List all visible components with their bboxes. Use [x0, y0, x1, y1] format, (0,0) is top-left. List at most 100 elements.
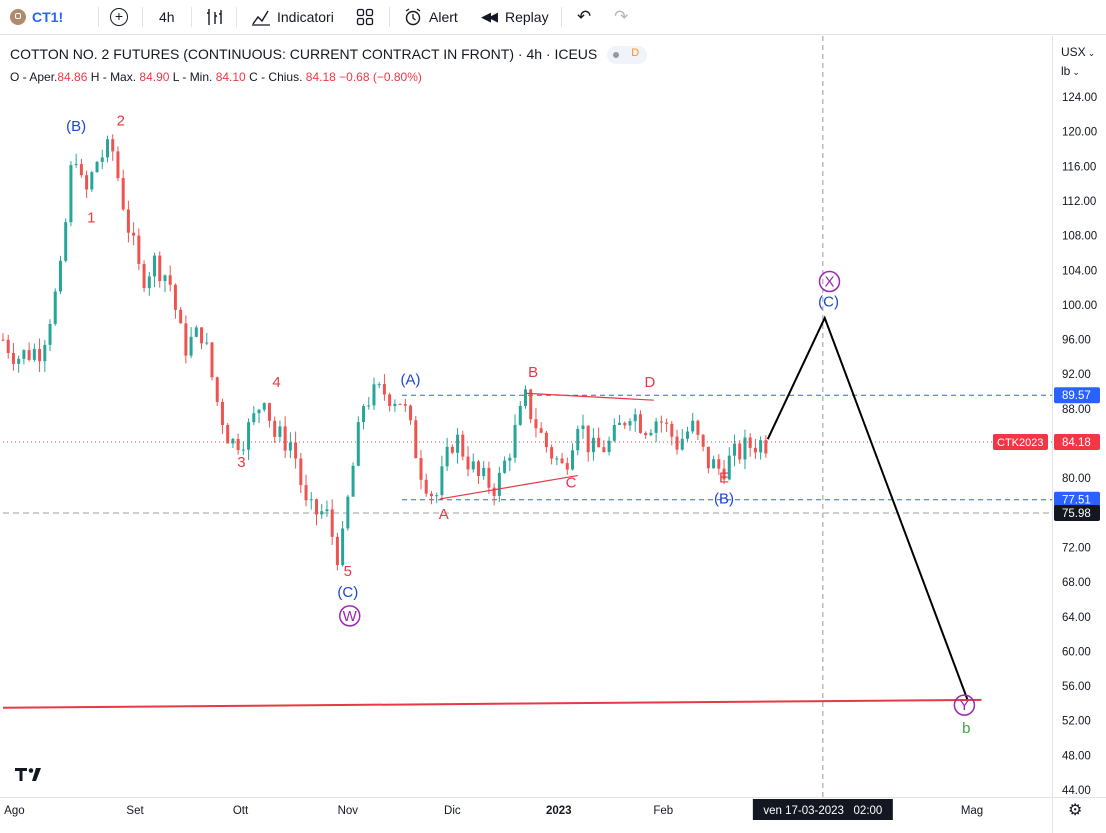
candles-layer	[1, 134, 768, 571]
open-label: O - Aper.	[10, 70, 58, 84]
candle-body	[194, 327, 198, 337]
candle-body	[445, 446, 449, 467]
time-tick-label: Nov	[338, 805, 359, 817]
price-badge-label: 77.51	[1062, 495, 1091, 507]
price-tick-label: 72.00	[1062, 542, 1091, 554]
candle-body	[471, 461, 475, 470]
candle-body	[466, 456, 470, 470]
time-tick-label: Set	[126, 805, 144, 817]
candle-body	[147, 276, 151, 289]
candle-body	[644, 432, 648, 436]
wave-label: (C)	[818, 294, 839, 311]
candle-body	[90, 172, 94, 190]
candle-body	[701, 434, 705, 447]
chevron-down-icon: ⌄	[1087, 48, 1096, 58]
close-value: 84.18	[305, 70, 336, 84]
candle-body	[132, 232, 136, 236]
candle-body	[299, 458, 303, 486]
contract-badge-label: CTK2023	[997, 437, 1043, 449]
candle-body	[32, 348, 36, 360]
candles-icon	[207, 9, 222, 25]
price-tick-label: 48.00	[1062, 750, 1091, 762]
crosshair-time-badge	[752, 799, 893, 820]
candle-body	[257, 409, 261, 414]
ohlc-values: O - Aper.84.86 H - Max. 84.90 L - Min. 8…	[10, 70, 422, 84]
candle-body	[346, 496, 350, 529]
candle-body	[335, 536, 339, 566]
unit-selector[interactable]: lb ⌄	[1061, 64, 1080, 78]
candle-body	[409, 405, 413, 421]
alert-button[interactable]: Alert	[403, 0, 458, 34]
candle-body	[393, 403, 397, 407]
undo-button[interactable]: ↶	[577, 0, 597, 34]
candle-body	[330, 509, 334, 537]
candle-body	[173, 284, 177, 310]
wave-label: b	[962, 720, 970, 737]
candle-body	[200, 327, 204, 344]
price-tick-label: 88.00	[1062, 404, 1091, 416]
price-badge	[1054, 504, 1100, 521]
candle-body	[764, 440, 768, 454]
wave-label: A	[439, 506, 449, 523]
chart-type-button[interactable]	[205, 0, 223, 34]
toolbar-divider	[142, 7, 143, 27]
candle-body	[597, 437, 601, 448]
candle-body	[11, 352, 15, 364]
candle-body	[518, 405, 522, 425]
candle-body	[581, 425, 585, 429]
gear-icon: ⚙	[1068, 802, 1083, 819]
price-tick-label: 52.00	[1062, 716, 1091, 728]
replay-button[interactable]: ◀◀ Replay	[481, 0, 549, 34]
time-tick-label: Ago	[4, 805, 24, 817]
currency-label: USX	[1061, 45, 1086, 59]
candle-body	[691, 420, 695, 432]
candle-body	[288, 442, 292, 451]
candle-body	[539, 428, 543, 433]
candle-body	[450, 446, 454, 453]
market-status-badge[interactable]: D	[607, 46, 648, 65]
candle-body	[649, 432, 653, 436]
candle-body	[153, 255, 157, 277]
contract-badge	[993, 433, 1048, 450]
indicators-button[interactable]: Indicatori	[251, 0, 334, 34]
wave-label: B	[528, 364, 538, 381]
price-tick-label: 84.00	[1062, 439, 1091, 451]
series-title[interactable]: COTTON NO. 2 FUTURES (CONTINUOUS: CURREN…	[10, 46, 598, 62]
candle-body	[367, 405, 371, 407]
candle-body	[618, 422, 622, 425]
candle-body	[85, 175, 89, 190]
price-tick-label: 116.00	[1062, 161, 1096, 173]
candle-body	[320, 511, 324, 515]
candle-body	[508, 457, 512, 461]
candle-body	[388, 394, 392, 407]
candle-body	[419, 458, 423, 480]
indicators-icon	[252, 10, 270, 26]
layouts-button[interactable]	[356, 0, 374, 34]
candle-body	[429, 493, 433, 497]
toolbar-divider	[389, 7, 390, 27]
candle-body	[503, 460, 507, 473]
interval-button[interactable]: 4h	[159, 0, 175, 34]
price-tick-label: 76.00	[1062, 508, 1091, 520]
wave-label: 1	[87, 210, 95, 227]
candle-body	[315, 499, 318, 515]
settings-button[interactable]: ⚙	[1068, 800, 1082, 820]
price-tick-label: 80.00	[1062, 473, 1091, 485]
candle-body	[550, 447, 554, 459]
candle-body	[126, 209, 130, 233]
add-symbol-button[interactable]: +	[110, 0, 128, 34]
change-value: −0.68 (−0.80%)	[339, 70, 422, 84]
candle-body	[100, 157, 104, 162]
candle-body	[372, 384, 376, 406]
toolbar-divider	[191, 7, 192, 27]
tradingview-logo[interactable]	[14, 764, 46, 789]
symbol-button[interactable]: CT1!	[10, 0, 63, 34]
candle-body	[116, 151, 120, 179]
plus-circle-icon: +	[110, 8, 128, 26]
redo-button[interactable]: ↷	[614, 0, 634, 34]
currency-selector[interactable]: USX ⌄	[1061, 45, 1095, 59]
candle-body	[267, 403, 271, 421]
candle-body	[534, 419, 538, 429]
high-label: H - Max.	[90, 70, 137, 84]
